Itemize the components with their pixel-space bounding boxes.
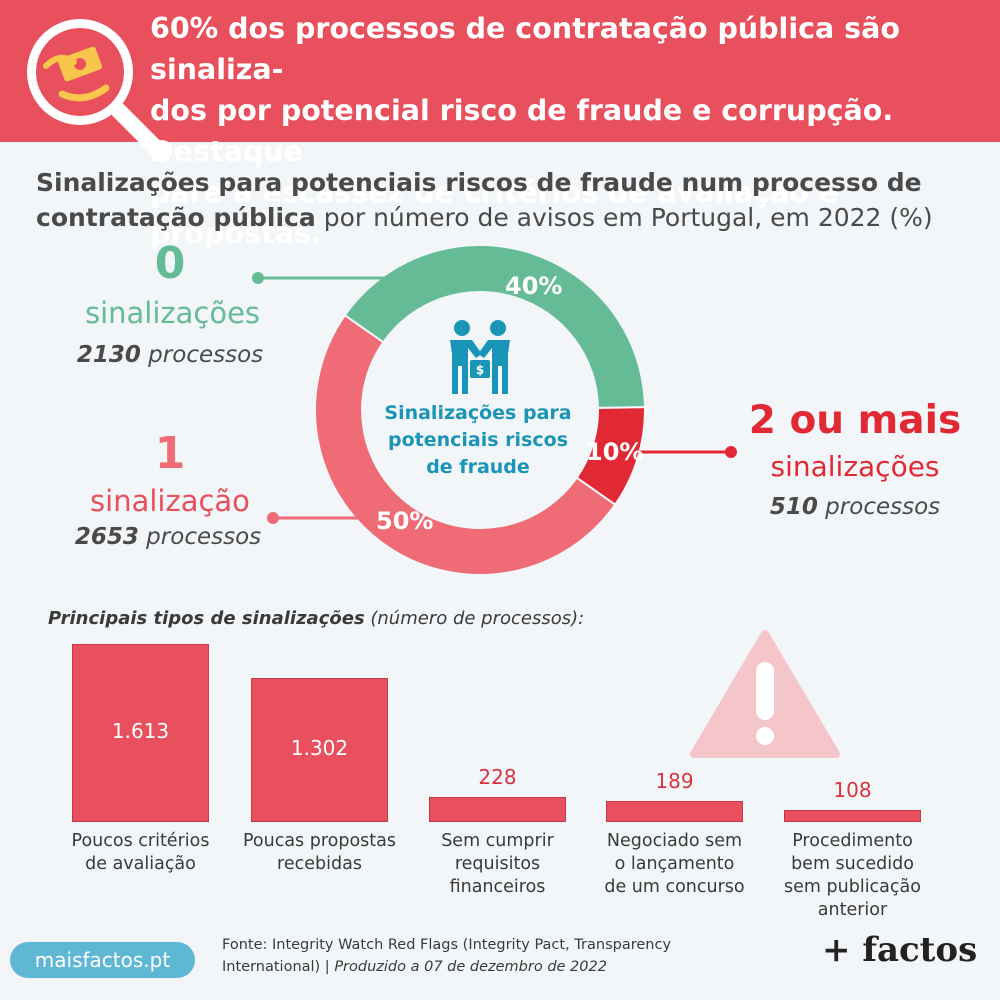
percent-label-1: 50% (376, 507, 434, 535)
bar-1 (251, 678, 388, 822)
segment-count-0: 2130 processos (76, 342, 264, 368)
bar-value-2: 228 (478, 765, 517, 789)
segment-count-1: 2653 processos (74, 524, 262, 550)
bar-4 (784, 810, 921, 822)
bar-category-line: de um concurso (604, 877, 745, 897)
segment-label-2: sinalizações (770, 450, 940, 483)
bar-category-line: Poucas propostas (242, 831, 396, 851)
bar-category-line: Poucos critérios (71, 831, 210, 851)
bar-value-0: 1.613 (111, 719, 170, 743)
subtitle-normal: por número de avisos em Portugal, em 202… (315, 203, 933, 232)
bar-3 (606, 801, 743, 822)
handshake-money-icon: $ (450, 320, 510, 394)
header-banner (0, 0, 1000, 142)
bar-category-0: Poucos critérios de avaliação (52, 830, 229, 876)
svg-text:$: $ (476, 363, 484, 377)
bar-category-line: sem publicação (784, 877, 921, 897)
bar-2 (429, 797, 566, 822)
bar-category-line: Negociado sem (606, 831, 743, 851)
segment-label-1: sinalização (90, 484, 250, 518)
bar-category-line: o lançamento (614, 854, 735, 874)
site-badge[interactable]: maisfactos.pt (10, 942, 195, 978)
bar-category-line: Procedimento (792, 831, 913, 851)
bar-category-1: Poucas propostas recebidas (231, 830, 408, 876)
bar-0 (72, 644, 209, 822)
bar-value-1: 1.302 (290, 736, 349, 760)
segment-number-1: 1 (154, 428, 186, 479)
bar-category-line: financeiros (449, 877, 546, 897)
bar-value-4: 108 (833, 778, 872, 802)
percent-label-2: 10% (586, 438, 644, 466)
segment-count-2: 510 processos (769, 494, 941, 520)
brand-logo: + factos (822, 930, 978, 970)
bar-category-2: Sem cumprir requisitos financeiros (409, 830, 586, 899)
segment-label-0: sinalizações (84, 296, 261, 330)
chart-subtitle: Sinalizações para potenciais riscos de f… (36, 165, 976, 235)
donut-center-label: Sinalizações para potenciais riscos de f… (384, 402, 572, 478)
bar-category-3: Negociado sem o lançamento de um concurso (586, 830, 763, 899)
bar-category-line: recebidas (277, 854, 362, 874)
warning-triangle-icon (690, 630, 840, 758)
source-note: Fonte: Integrity Watch Red Flags (Integr… (222, 937, 672, 975)
headline: 60% dos processos de contratação pública… (150, 12, 900, 250)
subtitle-bold: Sinalizações para potenciais riscos de f… (36, 168, 922, 232)
segment-number-0: 0 (154, 238, 186, 289)
bar-category-line: Sem cumprir (441, 831, 554, 851)
donut-slice-1 (314, 313, 617, 576)
bar-chart-title: Principais tipos de sinalizações (número… (48, 608, 585, 629)
magnifier-money-icon (27, 19, 170, 162)
segment-number-2: 2 ou mais (748, 398, 962, 443)
leader-line-1-dot (267, 512, 279, 524)
bar-category-4: Procedimento bem sucedido sem publicação an… (764, 830, 941, 922)
bar-category-line: de avaliação (85, 854, 196, 874)
bar-value-3: 189 (655, 769, 694, 793)
percent-label-0: 40% (505, 272, 563, 300)
donut-slice-0 (343, 244, 646, 409)
leader-line-2-dot (725, 446, 737, 458)
leader-line-0-dot (252, 272, 264, 284)
bar-category-line: requisitos (454, 854, 541, 874)
bar-category-line: anterior (817, 900, 888, 920)
bar-category-line: bem sucedido (791, 854, 914, 874)
